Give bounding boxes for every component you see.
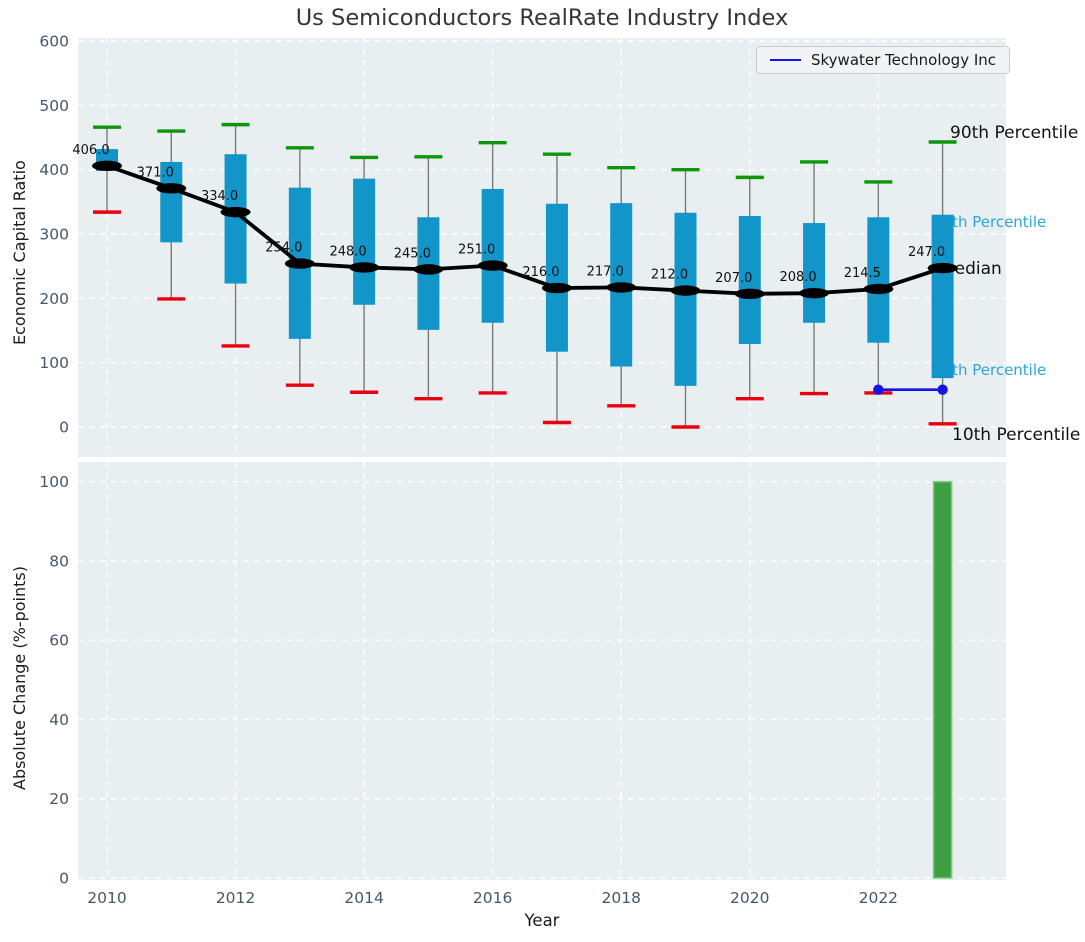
xtick-2018: 2018: [601, 889, 640, 907]
box-2017: [545, 203, 568, 352]
xtick-2012: 2012: [216, 889, 255, 907]
median-label-2015: 245.0: [394, 246, 431, 261]
top-ytick-100: 100: [39, 354, 69, 372]
xtick-2014: 2014: [344, 889, 383, 907]
median-label-2017: 216.0: [522, 265, 559, 280]
box-2020: [738, 215, 761, 345]
box-2019: [674, 212, 697, 386]
median-marker-2013: [284, 258, 315, 269]
median-label-2022: 214.5: [844, 266, 881, 281]
chart-title: Us Semiconductors RealRate Industry Inde…: [295, 5, 789, 31]
bottom-ytick-40: 40: [49, 711, 69, 729]
median-label-2011: 371.0: [137, 165, 174, 180]
top-ytick-300: 300: [39, 226, 69, 244]
box-2023: [931, 214, 954, 379]
plot-backgrounds: [78, 38, 1006, 880]
company-point-2023: [937, 384, 948, 395]
legend: Skywater Technology Inc: [756, 46, 1011, 74]
bottom-ytick-0: 0: [59, 870, 69, 888]
median-label-2010: 406.0: [72, 143, 109, 158]
xtick-2016: 2016: [473, 889, 512, 907]
bar-2023: [932, 480, 953, 879]
percentile-annotations: 90th Percentile 75th Percentile Median 2…: [933, 123, 1080, 445]
bottom-plot-background: [78, 462, 1006, 880]
median-marker-2012: [220, 206, 251, 218]
median-label-2016: 251.0: [458, 243, 495, 258]
gridlines: [78, 38, 1006, 880]
annotation-90th-percentile: 90th Percentile: [950, 123, 1078, 143]
median-marker-2023: [927, 262, 958, 274]
top-ytick-0: 0: [59, 419, 69, 437]
median-label-2014: 248.0: [329, 244, 366, 259]
top-ytick-400: 400: [39, 161, 69, 179]
annotation-25th-percentile: 25th Percentile: [933, 361, 1046, 379]
top-ytick-600: 600: [39, 33, 69, 51]
box-2022: [867, 217, 890, 343]
bottom-ytick-80: 80: [49, 552, 69, 570]
median-marker-2017: [541, 282, 572, 294]
xtick-2022: 2022: [859, 889, 898, 907]
median-marker-2020: [734, 288, 765, 300]
axis-ticks: 0 100 200 300 400 500 600 0 20 40 60 80 100 2010 2012 2…: [39, 33, 898, 907]
median-label-2021: 208.0: [779, 270, 816, 285]
annotation-10th-percentile: 10th Percentile: [952, 425, 1080, 445]
median-marker-2015: [413, 264, 444, 275]
median-label-2019: 212.0: [651, 268, 688, 283]
box-2016: [481, 188, 504, 323]
median-marker-2016: [477, 260, 508, 271]
median-label-2023: 247.0: [908, 245, 945, 260]
company-point-2022: [873, 384, 884, 395]
legend-line-sample: [770, 59, 801, 61]
xtick-2010: 2010: [87, 889, 126, 907]
median-label-2013: 254.0: [265, 241, 302, 256]
median-label-2020: 207.0: [715, 271, 752, 286]
top-ytick-500: 500: [39, 97, 69, 115]
annotation-75th-percentile: 75th Percentile: [933, 213, 1046, 231]
bottom-ytick-60: 60: [49, 632, 69, 650]
chart-marks: 406.0 371.0 334.0 254.0 248.0 245.0 251.0 216.0…: [72, 122, 958, 879]
median-marker-2010: [92, 160, 122, 172]
median-marker-2021: [799, 287, 830, 299]
xtick-2020: 2020: [730, 889, 769, 907]
median-label-2018: 217.0: [587, 264, 624, 279]
box-2011: [160, 161, 183, 243]
box-2014: [353, 178, 376, 305]
median-marker-2022: [863, 283, 894, 295]
legend-label: Skywater Technology Inc: [811, 51, 997, 69]
annotation-median: Median: [940, 259, 1002, 279]
bottom-ytick-100: 100: [39, 473, 69, 491]
median-marker-2014: [349, 262, 380, 273]
median-label-2012: 334.0: [201, 189, 238, 204]
median-marker-2018: [606, 282, 637, 293]
box-2012: [224, 154, 247, 284]
bottom-ytick-20: 20: [49, 790, 69, 808]
median-marker-2019: [670, 285, 701, 296]
median-marker-2011: [156, 183, 187, 194]
top-ytick-200: 200: [39, 290, 69, 308]
x-axis-label: Year: [524, 911, 560, 930]
